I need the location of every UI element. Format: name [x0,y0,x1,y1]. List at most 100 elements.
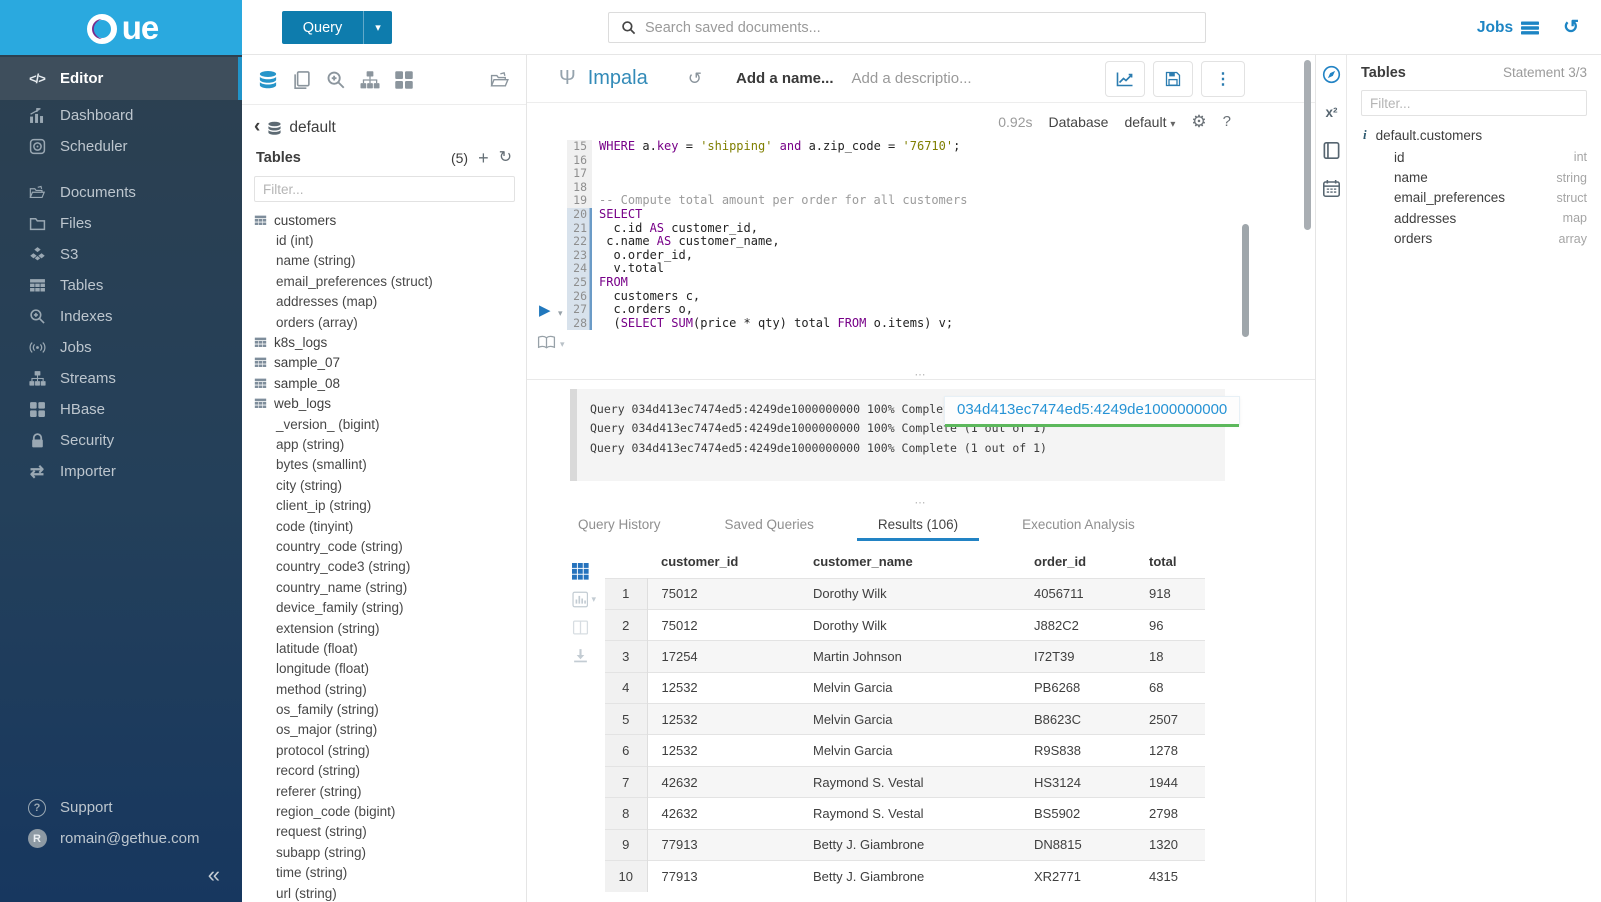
code-line[interactable]: 23 o.order_id, [527,248,1315,263]
assist-table-row[interactable]: web_logs [242,394,526,414]
assistant-compass-icon[interactable] [1316,55,1347,93]
assist-column-row[interactable]: request (string) [276,824,367,840]
assist-table-row[interactable]: k8s_logs [242,332,526,352]
column-header[interactable]: total [1149,553,1177,569]
sidebar-item-documents[interactable]: Documents [0,177,242,208]
assist-column-row[interactable]: addresses (map) [276,294,378,310]
sidebar-collapse-button[interactable]: « [207,862,220,887]
assist-column-row[interactable]: os_major (string) [276,722,378,738]
right-column-row[interactable]: addresses map [1394,210,1587,226]
grid-view-icon[interactable] [572,563,596,580]
assist-column-row[interactable]: device_family (string) [276,600,404,616]
code-scrollbar[interactable] [1242,224,1249,337]
right-column-row[interactable]: id int [1394,149,1587,165]
column-header[interactable]: order_id [1034,553,1087,569]
editor-history-icon[interactable]: ↺ [687,68,702,88]
help-icon[interactable]: ? [1222,113,1231,130]
sidebar-item-support[interactable]: ? Support [0,792,242,823]
right-column-row[interactable]: email_preferences struct [1394,190,1587,206]
settings-gear-icon[interactable]: ⚙ [1191,111,1207,131]
columns-view-icon[interactable] [572,619,596,636]
back-chevron-icon[interactable]: ‹ [254,116,261,137]
code-line[interactable]: 18 [527,180,1315,195]
add-table-icon[interactable]: + [478,148,489,168]
sidebar-user[interactable]: R romain@gethue.com [0,823,242,854]
code-line[interactable]: 16 [527,153,1315,168]
documents-copy-icon[interactable] [292,70,312,90]
tab-results-106[interactable]: Results (106) [856,507,980,541]
assist-column-row[interactable]: country_code3 (string) [276,559,411,575]
assist-column-row[interactable]: country_code (string) [276,538,403,554]
right-column-row[interactable]: name string [1394,170,1587,186]
code-line[interactable]: 15 WHERE a.key = 'shipping' and a.zip_cod… [527,139,1315,154]
database-name[interactable]: default [289,119,336,136]
query-button[interactable]: Query ▾ [282,11,392,44]
sidebar-item-tables[interactable]: Tables [0,270,242,301]
assist-column-row[interactable]: city (string) [276,477,343,493]
assist-column-row[interactable]: referer (string) [276,783,362,799]
active-table-row[interactable]: i default.customers [1363,127,1587,143]
run-query-button[interactable]: ▶ [539,302,551,319]
search-input[interactable] [645,19,1193,36]
databases-icon[interactable] [258,70,278,90]
assist-column-row[interactable]: email_preferences (struct) [276,273,433,289]
job-id-link[interactable]: 034d413ec7474ed5:4249de1000000000 [957,401,1228,418]
query-button-label[interactable]: Query [302,19,343,36]
code-line[interactable]: 24 v.total [527,262,1315,276]
assist-table-row[interactable]: sample_08 [242,373,526,393]
sidebar-item-jobs[interactable]: Jobs [0,332,242,363]
assist-column-row[interactable]: latitude (float) [276,640,358,656]
table-filter-input[interactable] [254,176,515,202]
assist-column-row[interactable]: os_family (string) [276,702,379,718]
global-search[interactable] [608,12,1206,43]
assist-column-row[interactable]: protocol (string) [276,742,370,758]
assist-column-row[interactable]: subapp (string) [276,844,367,860]
code-line[interactable]: 17 [527,167,1315,181]
schedule-calendar-icon[interactable] [1316,169,1347,207]
assist-column-row[interactable]: region_code (bigint) [276,804,396,820]
sql-code-editor[interactable]: 15 WHERE a.key = 'shipping' and a.zip_cod… [527,139,1315,331]
code-line[interactable]: 25 FROM [527,275,1315,290]
resize-handle-top[interactable]: ⋯ [914,369,928,381]
column-header[interactable]: customer_id [661,553,739,569]
hue-logo[interactable]: ue [0,0,242,55]
sidebar-item-editor[interactable]: </> Editor [0,57,242,100]
query-dropdown-caret[interactable]: ▾ [363,11,392,44]
sidebar-item-security[interactable]: Security [0,425,242,456]
chart-button[interactable] [1105,61,1145,97]
sidebar-item-scheduler[interactable]: Scheduler [0,131,242,162]
column-header[interactable]: customer_name [813,553,913,569]
code-line[interactable]: 26 customers c, [527,289,1315,304]
assist-column-row[interactable]: time (string) [276,865,348,881]
more-actions-button[interactable]: ⋮ [1201,61,1245,97]
code-line[interactable]: 20 SELECT [527,207,1315,222]
assist-column-row[interactable]: name (string) [276,253,356,269]
tab-saved-queries[interactable]: Saved Queries [724,516,814,532]
sidebar-item-importer[interactable]: ⇄ Importer [0,456,242,487]
jobs-link[interactable]: Jobs [1477,19,1540,37]
save-button[interactable] [1153,61,1193,97]
resize-handle-bottom[interactable]: ⋯ [914,497,928,509]
code-line[interactable]: 27 c.orders o, [527,302,1315,317]
sidebar-item-files[interactable]: Files [0,208,242,239]
assist-column-row[interactable]: _version_ (bigint) [276,416,380,432]
run-options-caret[interactable]: ▾ [558,308,563,318]
functions-icon[interactable]: x² [1325,104,1338,120]
assist-column-row[interactable]: url (string) [276,885,337,901]
right-column-row[interactable]: orders array [1394,231,1587,247]
sidebar-item-s3[interactable]: S3 [0,239,242,270]
download-icon[interactable] [572,647,596,664]
assist-table-row[interactable]: customers [242,210,526,230]
right-filter-input[interactable] [1361,90,1587,116]
language-reference-book-icon[interactable] [1316,131,1347,169]
reference-caret[interactable]: ▾ [560,339,565,349]
assist-table-row[interactable]: sample_07 [242,353,526,373]
code-line[interactable]: 22 c.name AS customer_name, [527,234,1315,249]
info-icon[interactable]: i [1363,127,1367,142]
code-line[interactable]: 19 -- Compute total amount per order for … [527,194,1315,208]
language-reference-icon[interactable] [537,335,556,355]
refresh-icon[interactable]: ↻ [498,149,512,166]
assist-column-row[interactable]: extension (string) [276,620,380,636]
query-history-icon[interactable]: ↺ [1563,17,1579,38]
assist-column-row[interactable]: bytes (smallint) [276,457,367,473]
